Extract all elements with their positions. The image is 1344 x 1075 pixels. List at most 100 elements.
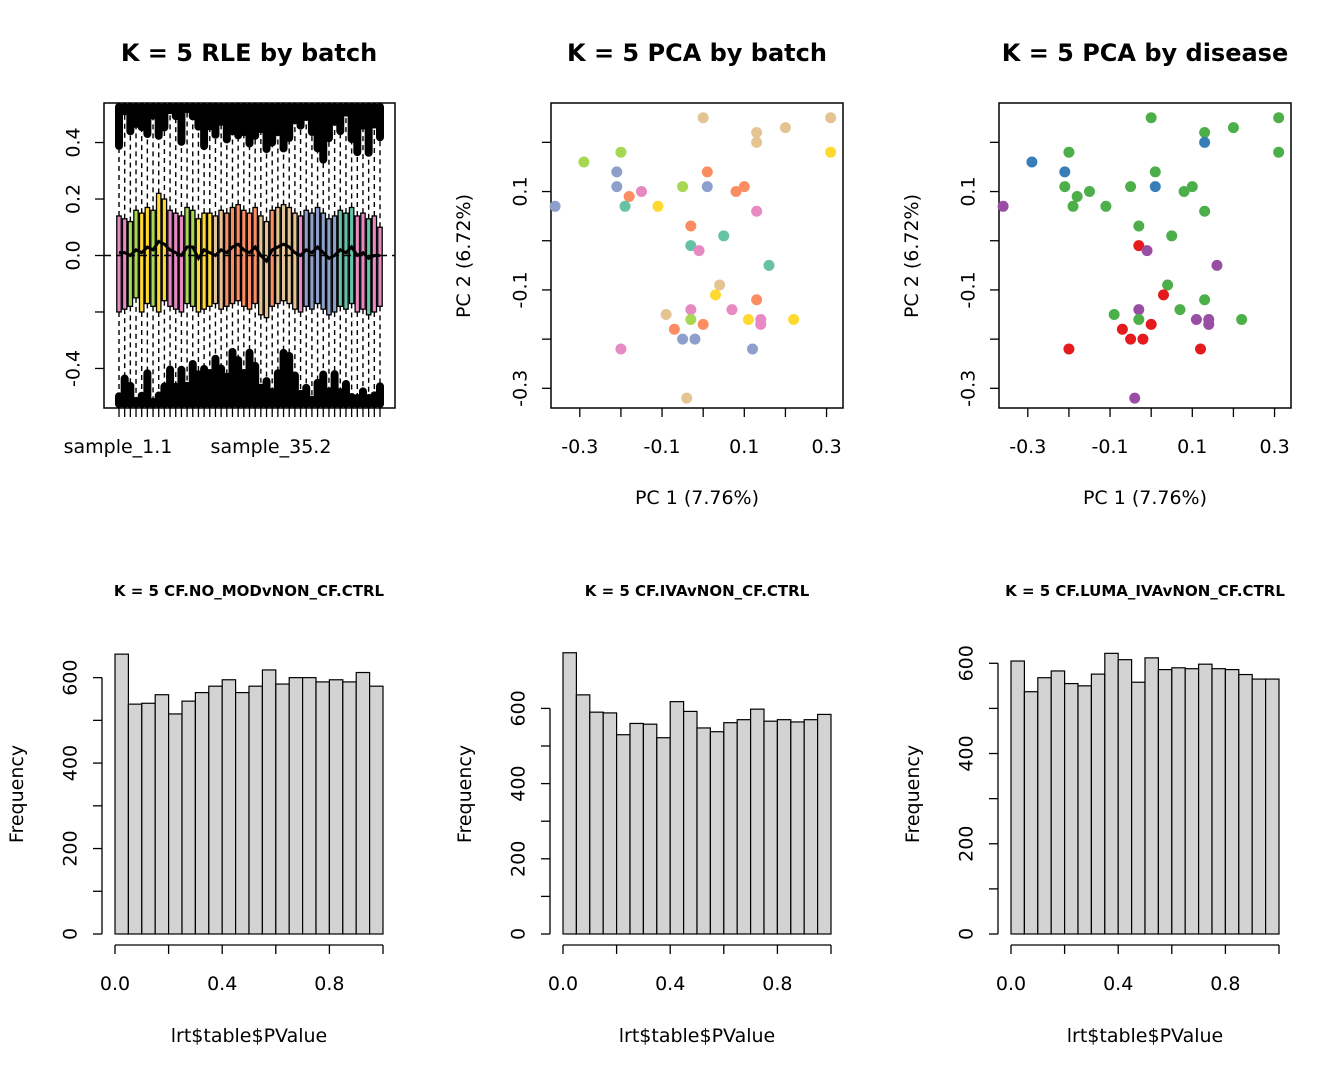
rle-plot-title: K = 5 RLE by batch: [121, 39, 377, 67]
histogram-luma-iva-bar: [1157, 668, 1173, 935]
pca-disease-point: [1063, 343, 1075, 355]
pca-disease-point: [1190, 313, 1202, 325]
pca-batch-y-tick-label: 0.1: [510, 176, 532, 206]
histogram-iva-y-tick-label: 400: [508, 765, 530, 801]
pca-disease-point: [1067, 200, 1079, 212]
pca-disease-point: [1174, 304, 1186, 316]
rle-box: [189, 209, 196, 307]
histogram-luma-iva-bar: [1050, 670, 1066, 935]
pca-disease-point: [1133, 304, 1145, 316]
rle-box: [314, 206, 321, 305]
histogram-no-mod-bar: [235, 691, 250, 935]
histogram-no-mod-bar: [114, 653, 129, 935]
rle-box-marks: [104, 103, 395, 408]
histogram-no-mod-bars: [114, 653, 384, 935]
rle-box: [116, 215, 122, 313]
histogram-no-mod-bar: [168, 713, 183, 935]
pca-batch-x-axis: -0.3 -0.1 0.1 0.3: [561, 408, 842, 458]
rle-outliers-top: [115, 103, 123, 150]
rle-box: [320, 212, 327, 310]
histogram-luma-iva-bar: [1144, 657, 1159, 935]
histogram-no-mod-x-tick-label: 0.4: [207, 973, 237, 995]
histogram-luma-iva-y-label: Frequency: [902, 745, 924, 843]
pca-batch-point: [660, 309, 672, 321]
pca-disease-point: [1141, 245, 1153, 257]
pca-batch-point: [677, 181, 689, 193]
histogram-no-mod-title: K = 5 CF.NO_MODvNON_CF.CTRL: [114, 582, 385, 600]
histogram-no-mod-bar: [369, 685, 384, 935]
pca-disease-point: [1227, 122, 1239, 134]
pca-batch-x-tick-label: 0.1: [729, 436, 759, 458]
histogram-no-mod-panel: K = 5 CF.NO_MODvNON_CF.CTRL 0 200 400 600 0…: [6, 582, 385, 1047]
pca-batch-point: [685, 304, 697, 316]
histogram-iva-bar: [803, 719, 819, 935]
rle-box: [371, 215, 378, 313]
pca-batch-point: [697, 112, 709, 124]
pca-disease-point: [1199, 127, 1211, 139]
pca-disease-point: [1178, 186, 1190, 198]
pca-batch-point: [701, 166, 713, 178]
pca-batch-y-axis: -0.3 -0.1 0.1: [510, 141, 551, 407]
pca-batch-point: [718, 230, 730, 242]
pca-batch-point: [549, 200, 561, 212]
pca-batch-point: [763, 259, 775, 271]
histogram-iva-x-tick-label: 0.8: [762, 973, 792, 995]
pca-batch-point: [710, 289, 722, 301]
pca-disease-point: [1145, 112, 1157, 124]
rle-box: [195, 218, 202, 313]
pca-batch-point: [578, 156, 590, 168]
pca-batch-point: [652, 200, 664, 212]
pca-batch-point: [697, 318, 709, 330]
rle-box: [121, 218, 128, 310]
histogram-no-mod-y-tick-label: 600: [60, 660, 82, 696]
pca-batch-x-tick-label: 0.3: [811, 436, 841, 458]
pca-disease-point: [1129, 392, 1141, 404]
rle-y-tick-label: 0.0: [63, 240, 85, 270]
histogram-iva-x-axis: 0.0 0.4 0.8: [548, 944, 832, 995]
rle-box: [161, 198, 168, 302]
histogram-no-mod-y-label: Frequency: [6, 745, 28, 843]
histogram-iva-y-axis: 0 200 400 600: [508, 690, 551, 940]
pca-batch-frame: [550, 102, 844, 409]
pca-batch-x-label: PC 1 (7.76%): [635, 487, 759, 509]
histogram-luma-iva-y-axis: 0 200 400 600: [956, 645, 999, 940]
pca-batch-point: [635, 186, 647, 198]
histogram-iva-bar: [736, 719, 752, 935]
histogram-iva-bar: [723, 722, 738, 935]
histogram-no-mod-y-tick-label: 0: [60, 928, 82, 940]
histogram-luma-iva-bar: [1264, 678, 1280, 935]
histogram-no-mod-x-tick-label: 0.0: [100, 973, 130, 995]
pca-batch-title: K = 5 PCA by batch: [567, 39, 827, 67]
pca-disease-point: [1133, 220, 1145, 232]
pca-disease-point: [1116, 323, 1128, 335]
rle-box: [218, 209, 224, 310]
pca-disease-y-axis: -0.3 -0.1 0.1: [958, 141, 999, 407]
pca-batch-point: [689, 333, 701, 345]
histogram-iva-bar: [669, 701, 685, 935]
pca-disease-frame: [998, 102, 1292, 409]
histogram-iva-bar: [816, 713, 832, 935]
histogram-no-mod-bar: [181, 700, 196, 935]
pca-batch-point: [668, 323, 680, 335]
pca-disease-point: [1199, 205, 1211, 217]
histogram-no-mod-bar: [127, 703, 143, 935]
rle-outliers-bottom: [376, 382, 384, 408]
histogram-no-mod-bar: [315, 681, 330, 935]
histogram-luma-iva-bar: [1104, 652, 1119, 935]
rle-box: [309, 212, 315, 310]
pca-disease-point: [1100, 200, 1112, 212]
histogram-iva-bar: [602, 712, 618, 935]
histogram-iva-bar: [629, 722, 644, 935]
histogram-no-mod-bar: [261, 669, 277, 935]
pca-disease-x-axis: -0.3 -0.1 0.1 0.3: [1009, 408, 1290, 458]
rle-box: [240, 209, 247, 307]
pca-batch-point: [681, 392, 693, 404]
histogram-luma-iva-y-tick-label: 600: [956, 645, 978, 681]
rle-box: [172, 212, 179, 310]
rle-box: [354, 215, 361, 313]
pca-batch-point: [788, 313, 800, 325]
histogram-no-mod-x-tick-label: 0.8: [314, 973, 344, 995]
histogram-no-mod-x-label: lrt$table$PValue: [171, 1025, 327, 1047]
rle-box: [246, 212, 253, 310]
rle-x-axis: sample_1.1 sample_35.2: [64, 408, 381, 458]
